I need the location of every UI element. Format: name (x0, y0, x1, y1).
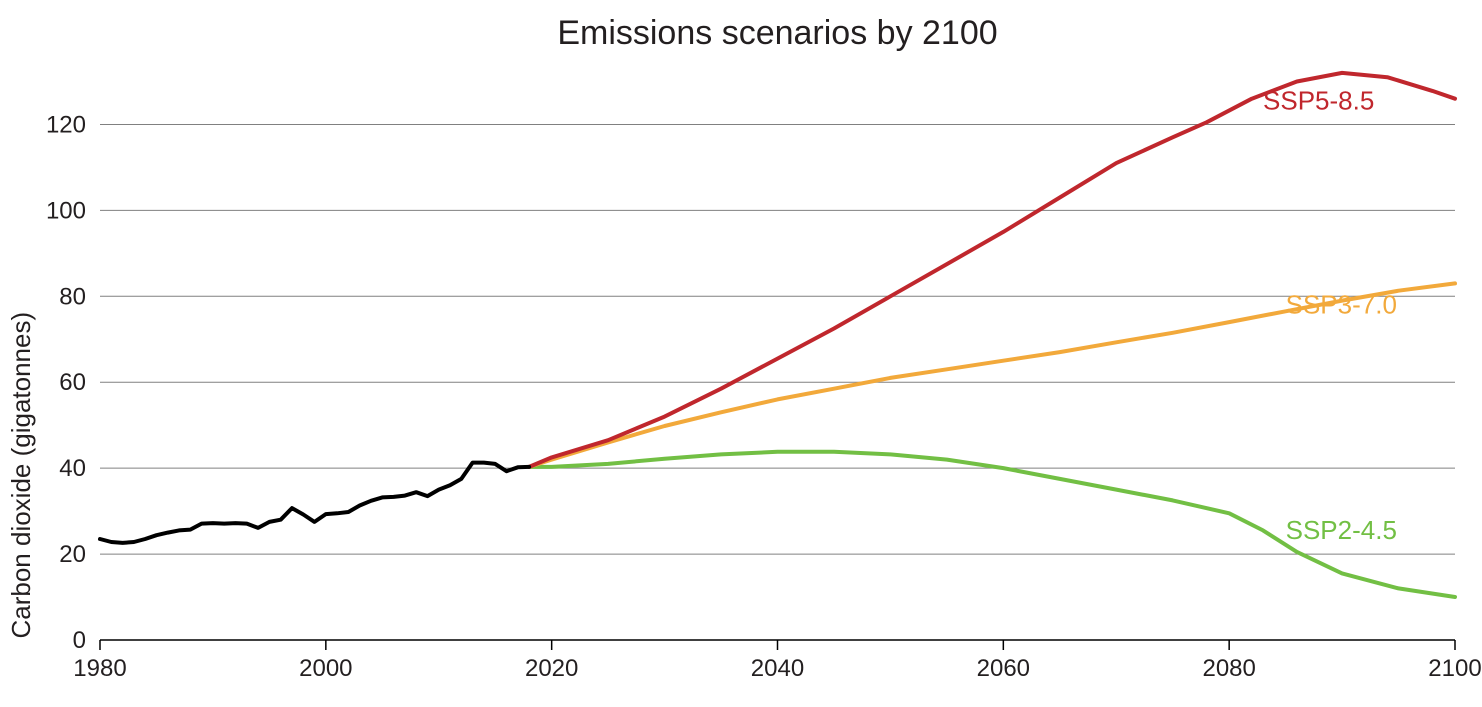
x-tick-label: 2100 (1428, 655, 1481, 682)
series-label-ssp245: SSP2-4.5 (1286, 515, 1397, 545)
y-tick-label: 40 (59, 455, 86, 482)
x-tick-label: 1980 (73, 655, 126, 682)
chart-title: Emissions scenarios by 2100 (557, 14, 997, 52)
y-tick-label: 60 (59, 369, 86, 396)
series-ssp585 (529, 73, 1455, 467)
x-tick-label: 2040 (751, 655, 804, 682)
emissions-chart: Emissions scenarios by 21000204060801001… (0, 0, 1482, 707)
x-tick-label: 2000 (299, 655, 352, 682)
y-tick-label: 20 (59, 541, 86, 568)
y-tick-label: 100 (46, 197, 86, 224)
x-tick-label: 2060 (977, 655, 1030, 682)
x-tick-label: 2020 (525, 655, 578, 682)
y-axis-label: Carbon dioxide (gigatonnes) (6, 312, 36, 639)
y-tick-label: 120 (46, 111, 86, 138)
series-label-ssp370: SSP3-7.0 (1286, 289, 1397, 319)
x-tick-label: 2080 (1202, 655, 1255, 682)
y-tick-label: 0 (73, 627, 86, 654)
series-label-ssp585: SSP5-8.5 (1263, 85, 1374, 115)
y-tick-label: 80 (59, 283, 86, 310)
chart-svg: Emissions scenarios by 21000204060801001… (0, 0, 1482, 707)
series-historical (100, 463, 529, 543)
